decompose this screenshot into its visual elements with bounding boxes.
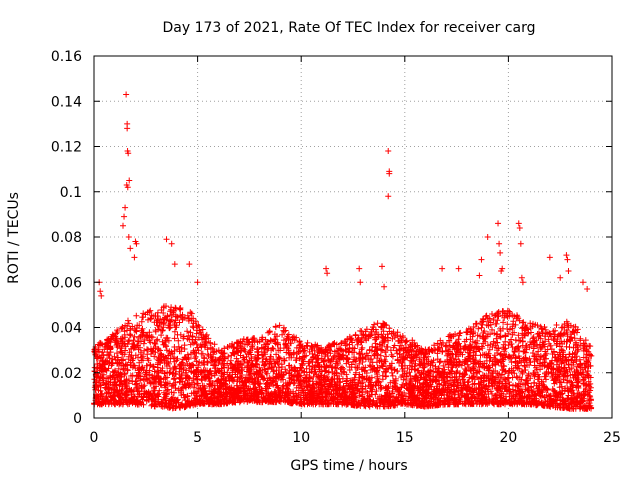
roti-point [455,265,462,272]
roti-point [120,222,127,229]
roti-point [133,240,140,247]
roti-point [127,245,134,252]
roti-points [96,91,591,299]
roti-point [126,177,133,184]
chart-title: Day 173 of 2021, Rate Of TEC Index for r… [162,20,535,36]
y-axis-label: ROTI / TECUs [6,192,22,284]
roti-point [439,265,446,272]
y-tick-label: 0.02 [51,366,82,382]
roti-point [381,283,388,290]
roti-point [546,254,553,261]
roti-point [124,184,131,191]
roti-point [519,279,526,286]
roti-point [563,252,570,259]
roti-band-markers [91,303,595,412]
roti-point [496,240,503,247]
x-tick-label: 0 [90,430,99,446]
roti-point [518,274,525,281]
roti-point [476,272,483,279]
roti-point [385,148,392,155]
roti-point [516,224,523,231]
roti-point [379,263,386,270]
roti-point [497,249,504,256]
roti-point [168,240,175,247]
roti-point [557,274,564,281]
x-tick-label: 5 [193,430,202,446]
y-tick-label: 0.12 [51,140,82,156]
x-axis-label: GPS time / hours [290,458,407,474]
axis-ticks: 0 5 10 15 20 25 0 0.02 0.04 0.06 0.08 0.1 0.12 0.14 0.… [51,49,621,446]
roti-point [122,204,129,211]
roti-point [515,220,522,227]
roti-point [123,91,130,98]
roti-point [564,256,571,263]
roti-point [323,265,330,272]
roti-point [498,267,505,274]
x-tick-label: 25 [603,430,621,446]
roti-point [125,150,132,157]
roti-point [385,193,392,200]
roti-point [131,254,138,261]
y-tick-label: 0.04 [51,321,82,337]
roti-point [478,256,485,263]
grid-lines [94,56,612,418]
y-tick-label: 0.1 [60,185,82,201]
roti-point [484,234,491,240]
y-tick-label: 0.14 [51,94,82,110]
roti-point [194,279,201,286]
roti-point [357,279,364,286]
roti-point [171,261,178,268]
y-tick-label: 0.08 [51,230,82,246]
y-tick-label: 0.16 [51,49,82,65]
roti-point [121,213,128,220]
x-tick-label: 10 [292,430,310,446]
roti-point [186,261,193,268]
roti-point [565,267,572,274]
roti-point [495,220,502,227]
roti-point [97,288,104,295]
roti-point [124,125,131,132]
y-tick-label: 0 [73,411,82,427]
roti-point [163,236,170,243]
roti-point [125,234,132,240]
roti-point [579,279,586,286]
roti-point [584,286,591,293]
x-tick-label: 20 [499,430,517,446]
roti-point [356,265,363,272]
y-tick-label: 0.06 [51,275,82,291]
roti-point [386,170,393,177]
roti-point [98,292,105,299]
roti-dense-band [91,303,595,412]
roti-point [324,270,331,277]
x-tick-label: 15 [396,430,414,446]
roti-point [517,240,524,247]
